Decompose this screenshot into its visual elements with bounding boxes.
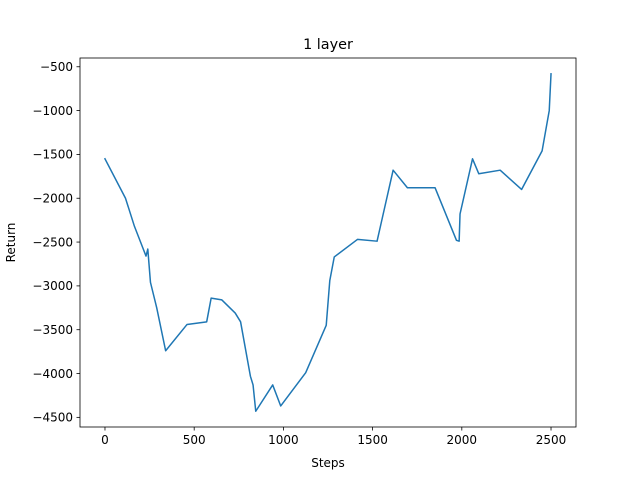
y-tick-label: −3000 xyxy=(32,279,73,293)
y-tick-label: −3500 xyxy=(32,323,73,337)
y-tick-label: −4500 xyxy=(32,411,73,425)
y-tick-label: −4000 xyxy=(32,367,73,381)
plot-background xyxy=(80,58,576,427)
series-line xyxy=(103,72,552,412)
y-tick-label: −2000 xyxy=(32,192,73,206)
chart-title: 1 layer xyxy=(303,37,353,53)
x-axis-ticks: 0 500 1000 1500 2000 2500 xyxy=(101,427,566,447)
y-tick-label: −1000 xyxy=(32,104,73,118)
x-tick-label: 2000 xyxy=(447,433,478,447)
x-tick-label: 1000 xyxy=(268,433,299,447)
series-layer xyxy=(103,72,552,412)
x-tick-label: 2500 xyxy=(536,433,567,447)
x-tick-label: 500 xyxy=(183,433,206,447)
x-axis-label: Steps xyxy=(311,456,345,470)
y-tick-label: −1500 xyxy=(32,148,73,162)
x-tick-label: 0 xyxy=(101,433,109,447)
y-axis-ticks: −4500 −4000 −3500 −3000 −2500 −2000 −1500 −1000… xyxy=(32,60,80,425)
x-tick-label: 1500 xyxy=(357,433,388,447)
y-axis-label: Return xyxy=(4,223,18,263)
plot-frame xyxy=(79,57,577,428)
y-tick-label: −2500 xyxy=(32,235,73,249)
y-tick-label: −500 xyxy=(40,60,73,74)
